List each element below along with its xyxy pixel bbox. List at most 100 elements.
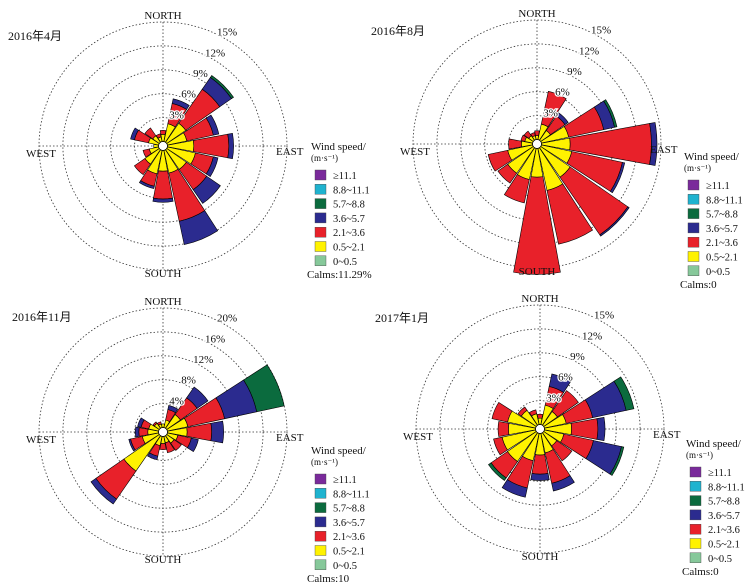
petal-SW-bin-4 [133,158,151,176]
legend-title: Wind speed/ [311,445,367,457]
compass-west: WEST [26,148,56,160]
legend-label: ≥11.1 [333,475,357,486]
compass-north: NORTH [518,8,555,20]
petal-N-bin-4 [536,413,544,419]
petal-WNW-bin-4 [520,134,527,142]
petal-NNE-bin-3 [167,405,179,414]
petal-ESE-bin-3 [205,156,219,177]
ring-label: 16% [205,333,225,345]
compass-east: EAST [653,429,681,441]
petal-S-bin-4 [159,443,167,450]
panel-title: 2016年4月 [8,29,62,43]
petal-ESE-bin-3 [186,437,199,453]
petal-WSW-bin-3 [128,438,136,452]
petal-E-bin-3 [596,416,606,442]
wind-rose-2: 2016年8月 3% 6% 9% 12% 15% NORTH SOUTH EAST WEST Win… [371,8,743,291]
ring-label: 20% [217,313,237,325]
legend-label: 2.1~3.6 [333,532,365,543]
legend-label: 0.5~2.1 [706,253,738,264]
legend-unit: (m·s⁻¹) [684,163,711,173]
legend-title: Wind speed/ [311,141,367,153]
legend-label: 0~0.5 [333,257,357,268]
petal-WSW-bin-4 [493,436,508,456]
legend-swatch [314,531,327,542]
compass-west: WEST [400,146,430,158]
wind-rose-4: 2017年1月 3% 6% 9% 12% 15% NORTH SOUTH EAST WEST Win… [375,293,745,578]
wind-rose-1: 2016年4月 3% 6% 9% 12% 15% NORTH SOUTH EAST WEST Win… [8,10,372,281]
petal-W-bin-4 [508,138,522,150]
legend-swatch [689,524,702,535]
legend-label: 2.1~3.6 [706,238,738,249]
legend-swatch [314,559,327,570]
compass-south: SOUTH [145,554,182,566]
petal-NNE-bin-3 [548,373,571,393]
petal-W-bin-4 [497,421,510,437]
ring-label: 9% [570,351,585,363]
petal-S-bin-3 [152,197,174,203]
legend-label: 3.6~5.7 [333,518,365,529]
legend-label: 8.8~11.1 [333,489,370,500]
petal-SSE-bin-3 [178,210,219,245]
legend-swatch [314,516,327,528]
legend-label: 5.7~8.8 [333,504,365,515]
calms-label: Calms:0 [682,566,719,578]
petal-ENE-bin-2 [243,364,285,413]
petal-NNE-bin-3 [171,98,190,110]
compass-north: NORTH [144,10,181,22]
calms-label: Calms:10 [307,573,350,583]
legend-swatch [314,473,327,485]
petal-S-bin-3 [530,473,550,481]
legend-swatch [689,509,702,521]
compass-east: EAST [276,146,304,158]
petal-SSE-bin-4 [546,183,594,245]
legend-swatch [314,169,327,181]
legend: Wind speed/(m·s⁻¹) ≥11.1 8.8~11.1 5.7~8.8 3.… [307,141,372,281]
petal-ESE-bin-2 [609,446,625,476]
legend-label: 0.5~2.1 [708,540,740,551]
panel-title: 2016年8月 [371,24,425,38]
petal-SW-bin-4 [497,163,518,184]
compass-north: NORTH [521,293,558,305]
legend-swatch [689,481,702,492]
ring-label: 6% [558,372,573,384]
ring-label: 8% [181,375,196,387]
ring-label: 9% [567,66,582,78]
petal-WNW-bin-3 [137,417,145,428]
ring-label: 3% [543,107,558,119]
petal-W-bin-4 [138,427,149,437]
petal-SE-bin-3 [599,206,630,237]
petal-SE-bin-3 [192,175,221,204]
legend-label: 2.1~3.6 [708,525,740,536]
legend-swatch [314,212,327,224]
calms-label: Calms:11.29% [307,269,372,281]
legend-swatch [687,222,700,234]
petal-NNE-bin-4 [540,90,567,128]
petal-SSE-bin-3 [551,475,575,492]
ring-label: 15% [217,27,237,39]
legend-swatch [687,208,700,219]
legend-swatch [314,488,327,499]
ring-label: 12% [582,330,602,342]
ring-label: 15% [591,25,611,37]
compass-west: WEST [403,431,433,443]
legend-unit: (m·s⁻¹) [311,457,338,467]
ring-label: 9% [193,68,208,80]
legend-label: ≥11.1 [333,171,357,182]
ring-label: 4% [169,395,184,407]
petal-WSW-bin-4 [487,149,513,172]
petal-SW-bin-2 [488,462,507,481]
ring-label: 3% [546,392,561,404]
petal-N-bin-4 [534,130,540,136]
petal-SE-bin-4 [551,440,573,462]
legend-label: 0.5~2.1 [333,243,365,254]
legend-label: 8.8~11.1 [706,195,743,206]
legend-swatch [689,495,702,506]
legend-swatch [314,241,327,252]
calm-circle [158,427,168,437]
petal-S-bin-4 [531,454,549,475]
legend: Wind speed/(m·s⁻¹) ≥11.1 8.8~11.1 5.7~8.8 3.… [307,445,370,583]
ring-label: 6% [555,87,570,99]
calm-circle [532,139,542,149]
petal-N-bin-4 [159,130,167,135]
